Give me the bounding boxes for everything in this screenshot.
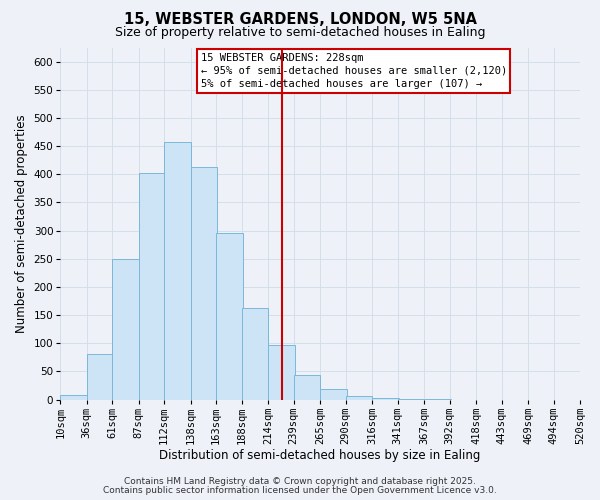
Bar — [139, 172, 165, 400]
Text: Contains public sector information licensed under the Open Government Licence v3: Contains public sector information licen… — [103, 486, 497, 495]
Bar — [112, 258, 139, 400]
Bar — [191, 167, 217, 400]
Bar — [320, 389, 347, 400]
Bar — [268, 345, 295, 400]
Text: 15, WEBSTER GARDENS, LONDON, W5 5NA: 15, WEBSTER GARDENS, LONDON, W5 5NA — [124, 12, 476, 28]
Bar — [398, 399, 424, 400]
Bar — [372, 398, 398, 400]
Bar — [424, 399, 451, 400]
Y-axis label: Number of semi-detached properties: Number of semi-detached properties — [15, 114, 28, 333]
Text: Size of property relative to semi-detached houses in Ealing: Size of property relative to semi-detach… — [115, 26, 485, 39]
X-axis label: Distribution of semi-detached houses by size in Ealing: Distribution of semi-detached houses by … — [160, 450, 481, 462]
Text: 15 WEBSTER GARDENS: 228sqm
← 95% of semi-detached houses are smaller (2,120)
5% : 15 WEBSTER GARDENS: 228sqm ← 95% of semi… — [200, 53, 507, 89]
Bar — [87, 354, 113, 400]
Bar — [216, 234, 242, 400]
Bar — [293, 376, 320, 400]
Text: Contains HM Land Registry data © Crown copyright and database right 2025.: Contains HM Land Registry data © Crown c… — [124, 478, 476, 486]
Bar — [346, 396, 372, 400]
Bar — [164, 142, 191, 400]
Bar — [60, 395, 87, 400]
Bar — [242, 308, 268, 400]
